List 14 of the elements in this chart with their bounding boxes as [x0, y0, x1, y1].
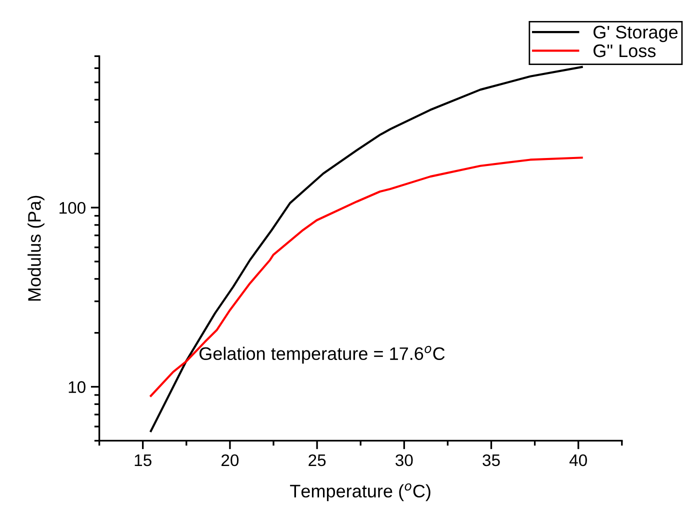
annotation: Gelation temperature = 17.6$^{o}$C — [200, 346, 445, 364]
line-series — [150, 156, 583, 397]
y-tick-label: 100 — [60, 202, 86, 214]
x-tick-label: 15 — [134, 454, 152, 466]
legend-label: G' Storage — [594, 26, 678, 42]
x-tick-label: 35 — [482, 454, 500, 466]
x-tick-label: 25 — [308, 454, 326, 466]
x-tick-label: 30 — [396, 454, 413, 466]
y-axis-title: Modulus (Pa) — [28, 196, 44, 301]
legend-label: G" Loss — [594, 44, 656, 58]
y-tick-label: 10 — [68, 381, 86, 393]
x-tick-label: 40 — [569, 454, 587, 466]
x-axis-title: Temperature ($^{o}$C) — [290, 483, 430, 502]
x-tick-label: 20 — [222, 454, 239, 466]
